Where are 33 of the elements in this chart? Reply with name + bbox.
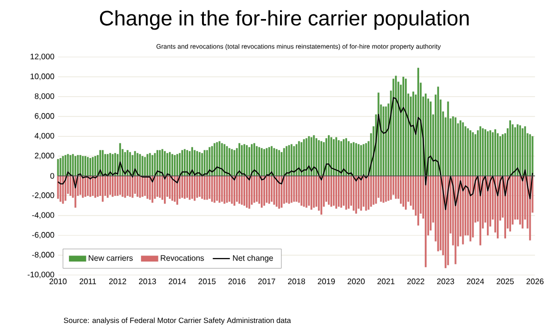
y-tick-label: 2,000 <box>34 152 54 160</box>
x-tick-label: 2018 <box>288 278 306 284</box>
x-tick-label: 2013 <box>138 278 156 284</box>
chart-title: Change in the for-hire carrier population <box>100 10 469 30</box>
x-tick-label: 2012 <box>109 278 126 284</box>
x-tick-label: 2014 <box>168 278 186 284</box>
y-tick-label: -2,000 <box>32 192 54 200</box>
x-tick-label: 2019 <box>318 278 335 284</box>
x-tick-label: 2017 <box>258 278 276 284</box>
y-tick-label: 6,000 <box>34 113 54 120</box>
x-tick-label: 2023 <box>437 278 454 284</box>
x-tick-label: 2025 <box>496 278 514 284</box>
x-tick-label: 2022 <box>407 278 424 284</box>
x-tick-label: 2011 <box>80 278 96 284</box>
x-tick-label: 2020 <box>348 278 365 284</box>
y-tick-label: -6,000 <box>32 232 54 239</box>
x-tick-label: 2010 <box>50 278 67 284</box>
y-tick-label: -4,000 <box>32 212 54 219</box>
y-tick-label: 10,000 <box>30 74 54 80</box>
x-tick-label: 2015 <box>198 278 216 284</box>
y-tick-label: 12,000 <box>30 54 54 60</box>
legend-label: New carriers <box>88 254 133 261</box>
y-tick-label: 0 <box>50 173 54 179</box>
legend-label: Revocations <box>160 254 204 261</box>
x-tick-label: 2016 <box>228 278 246 284</box>
x-tick-label: 2024 <box>466 278 484 284</box>
x-tick-label: 2021 <box>377 278 394 284</box>
legend-label: Net change <box>233 254 273 262</box>
y-tick-label: 8,000 <box>34 93 54 100</box>
y-tick-label: -8,000 <box>32 252 54 258</box>
y-tick-label: -10,000 <box>28 272 54 278</box>
y-tick-label: 4,000 <box>34 132 54 140</box>
x-tick-label: 2026 <box>526 278 544 284</box>
